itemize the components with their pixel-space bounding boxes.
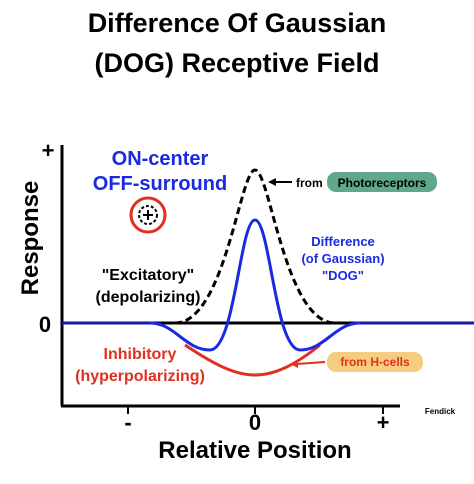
- highlight: [327, 352, 423, 372]
- plus-icon: [143, 210, 153, 220]
- x-tick-label: -: [124, 410, 131, 435]
- center-icon: [138, 205, 158, 225]
- annotation: (hyperpolarizing): [75, 368, 205, 385]
- photoreceptor-curve: [174, 168, 336, 325]
- annotation: from: [296, 176, 323, 190]
- y-tick-label: +: [42, 138, 55, 163]
- arrowhead: [268, 178, 276, 186]
- annotation: (depolarizing): [96, 289, 201, 306]
- annotation: OFF-surround: [93, 173, 227, 195]
- inhibitory-curve: [184, 343, 321, 377]
- annotation: ON-center: [112, 148, 209, 170]
- credit: Fendick: [425, 407, 456, 416]
- surround-icon: [129, 196, 167, 234]
- annotation: Photoreceptors: [338, 176, 427, 190]
- x-tick-label: +: [377, 410, 390, 435]
- highlight: [327, 172, 437, 192]
- annotation: Inhibitory: [104, 346, 177, 363]
- annotation: from H-cells: [340, 355, 410, 369]
- x-axis-label: Relative Position: [158, 437, 351, 464]
- dog-curve: [149, 218, 361, 352]
- annotation: (of Gaussian): [301, 251, 384, 266]
- arrow: [295, 361, 326, 365]
- title-line: Difference Of Gaussian: [88, 8, 387, 38]
- title-line: (DOG) Receptive Field: [94, 48, 379, 78]
- x-tick-label: 0: [249, 410, 261, 435]
- annotation: "Excitatory": [102, 267, 195, 284]
- y-tick-label: 0: [39, 312, 51, 337]
- annotation: Difference: [311, 234, 375, 249]
- y-axis-label: Response: [17, 181, 44, 296]
- annotation: "DOG": [322, 268, 364, 283]
- arrowhead: [290, 360, 298, 368]
